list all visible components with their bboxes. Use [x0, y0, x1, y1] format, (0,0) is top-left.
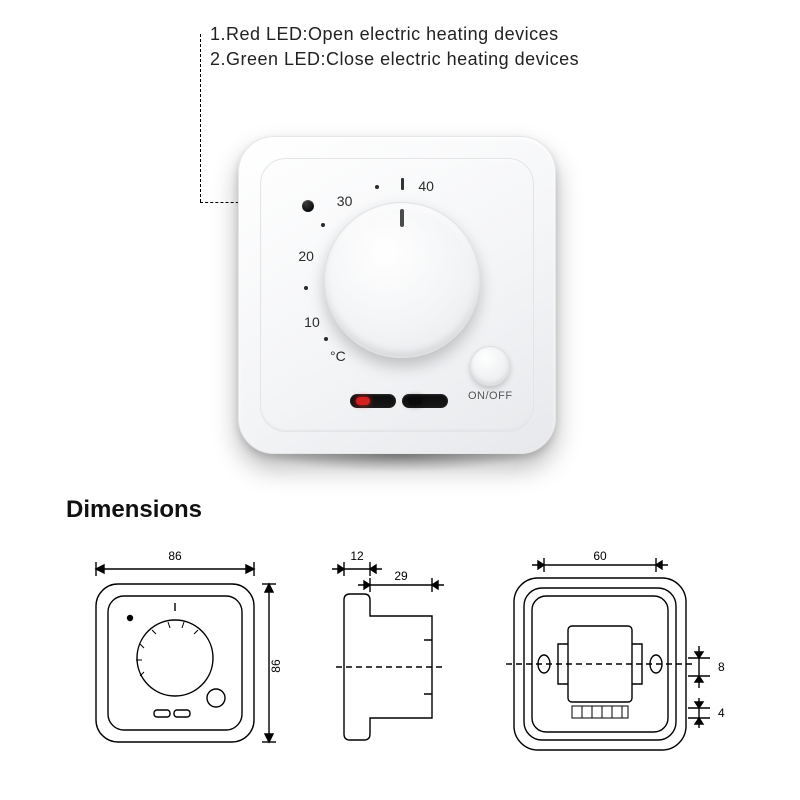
dim-side-body: 29 — [394, 569, 408, 583]
dim-back-spacing: 60 — [593, 549, 607, 563]
indicator-window-1 — [350, 394, 396, 408]
dimensions-heading: Dimensions — [66, 496, 202, 524]
dimension-front-view: 86 86 — [66, 548, 284, 766]
dimension-side-view: 12 29 — [314, 548, 464, 766]
temperature-knob[interactable] — [324, 202, 480, 358]
dial-top-mark — [401, 178, 404, 190]
status-led — [302, 200, 314, 212]
dial-label-10: 10 — [304, 314, 320, 330]
dial-label-degC: °C — [330, 348, 346, 364]
leader-vertical — [200, 34, 201, 202]
legend-line-1: 1.Red LED:Open electric heating devices — [210, 24, 579, 45]
dial-label-40: 40 — [418, 178, 434, 194]
dim-back-b: 4 — [718, 706, 725, 720]
dim-back-a: 8 — [718, 660, 725, 674]
knob-pointer — [400, 209, 404, 227]
led-legend: 1.Red LED:Open electric heating devices … — [210, 24, 579, 74]
thermostat: °C 10 20 30 40 ON/OFF — [238, 136, 556, 454]
on-off-button[interactable] — [470, 346, 510, 386]
indicator-window-2 — [402, 394, 448, 408]
on-off-label: ON/OFF — [468, 390, 513, 402]
dim-side-face: 12 — [350, 549, 364, 563]
legend-line-2: 2.Green LED:Close electric heating devic… — [210, 49, 579, 70]
dial-label-30: 30 — [337, 193, 353, 209]
dim-front-width: 86 — [168, 549, 182, 563]
dimension-diagrams: 86 86 — [66, 548, 734, 772]
dial-label-20: 20 — [298, 248, 314, 264]
dimension-back-view: 60 8 4 — [486, 548, 734, 766]
dim-front-height: 86 — [269, 659, 283, 673]
